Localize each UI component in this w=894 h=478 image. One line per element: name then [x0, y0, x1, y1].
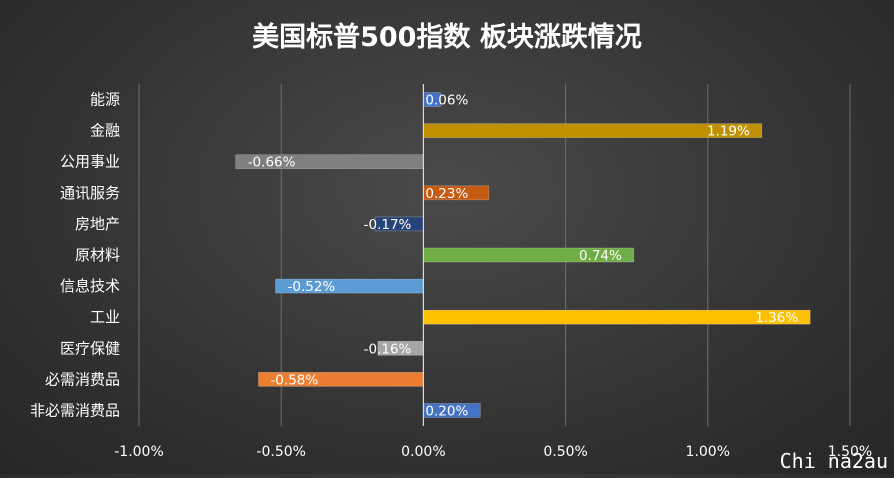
x-tick-label: -0.50% — [256, 444, 306, 460]
chart-title: 美国标普500指数 板块涨跌情况 — [252, 21, 642, 53]
data-label: 0.20% — [425, 403, 468, 419]
data-label: 0.74% — [579, 248, 622, 264]
category-label: 金融 — [90, 122, 120, 140]
x-tick-label: 0.50% — [543, 444, 587, 460]
data-label: -0.66% — [248, 155, 296, 171]
category-label: 通讯服务 — [60, 184, 120, 202]
data-label: -0.52% — [288, 279, 336, 295]
x-axis-tick-labels: -1.00% -0.50% 0.00% 0.50% 1.00% 1.50% — [114, 444, 872, 460]
data-label: 1.36% — [755, 310, 798, 326]
data-label: 0.06% — [425, 93, 468, 109]
data-label: -0.16% — [364, 341, 412, 357]
data-label: -0.17% — [364, 217, 412, 233]
x-tick-label: -1.00% — [114, 444, 164, 460]
bars: 0.06% 1.19% -0.66% 0.23% -0.17% 0.74% -0.52% 1.… — [235, 84, 811, 426]
category-label: 工业 — [90, 308, 120, 326]
data-label: 1.19% — [707, 124, 750, 140]
category-label: 能源 — [90, 91, 120, 109]
watermark-text: Chi na2au — [780, 449, 888, 473]
category-label: 非必需消费品 — [30, 401, 120, 419]
x-tick-label: 1.50% — [828, 444, 872, 460]
category-label: 信息技术 — [60, 277, 120, 295]
data-label: -0.58% — [270, 372, 318, 388]
category-label: 必需消费品 — [45, 370, 120, 388]
category-label: 房地产 — [75, 215, 120, 233]
x-tick-label: 0.00% — [401, 444, 445, 460]
data-label: 0.23% — [425, 186, 468, 202]
category-label: 原材料 — [75, 246, 120, 264]
category-label: 医疗保健 — [60, 339, 120, 357]
x-tick-label: 1.00% — [686, 444, 730, 460]
category-label: 公用事业 — [60, 153, 120, 171]
bar — [423, 309, 811, 325]
